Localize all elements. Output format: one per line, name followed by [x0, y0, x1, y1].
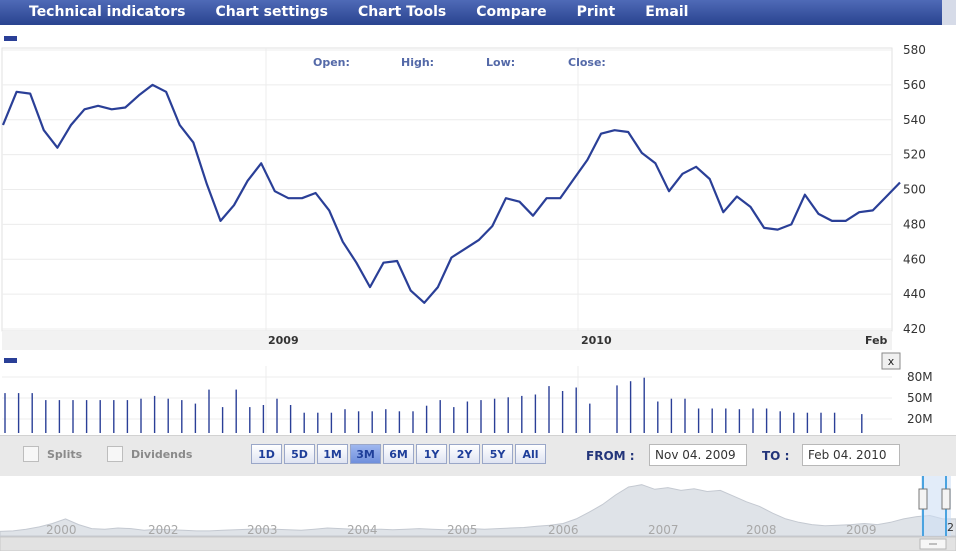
menu-chart-settings[interactable]: Chart settings: [215, 4, 329, 20]
price-x-axis-band: [2, 331, 892, 350]
range-button-all[interactable]: All: [515, 444, 546, 464]
menu-technical-indicators[interactable]: Technical indicators: [29, 4, 186, 20]
menu-bar-end: [942, 0, 956, 25]
range-button-1y[interactable]: 1Y: [416, 444, 447, 464]
price-y-tick: 500: [903, 183, 926, 197]
open-label: Open:: [313, 56, 350, 69]
navigator-panel: 2000 2002 2003 2004 2005 2006 2007 2008 2009 2: [0, 476, 956, 552]
price-y-tick: 440: [903, 287, 926, 301]
navigator-scrollbar[interactable]: [0, 536, 956, 552]
navigator-left-handle[interactable]: [918, 488, 928, 510]
volume-y-tick: 20M: [907, 412, 933, 426]
volume-panel-marker: [4, 358, 17, 363]
dividends-toggle[interactable]: Dividends: [107, 446, 192, 462]
volume-gridlines: [2, 366, 892, 433]
x-label-2010: 2010: [581, 334, 612, 347]
from-label: FROM :: [586, 449, 635, 463]
volume-bars: [4, 377, 863, 433]
navigator-year-label: 2003: [247, 523, 278, 537]
navigator-year-label: 2006: [548, 523, 579, 537]
price-y-tick: 520: [903, 148, 926, 162]
volume-close-label[interactable]: x: [888, 355, 895, 368]
price-y-tick: 580: [903, 43, 926, 57]
range-button-1d[interactable]: 1D: [251, 444, 282, 464]
splits-label: Splits: [47, 447, 83, 461]
menu-email[interactable]: Email: [645, 4, 689, 20]
price-y-tick: 420: [903, 322, 926, 336]
volume-y-axis: 80M 50M 20M: [907, 370, 933, 426]
navigator-year-labels: 2000 2002 2003 2004 2005 2006 2007 2008 2009: [46, 523, 877, 537]
close-label: Close:: [568, 56, 606, 69]
range-button-1m[interactable]: 1M: [317, 444, 348, 464]
navigator-area: [0, 484, 956, 537]
controls-bar: Splits Dividends 1D 5D 1M 3M 6M 1Y 2Y 5Y…: [0, 435, 956, 476]
splits-toggle[interactable]: Splits: [23, 446, 82, 462]
x-label-feb: Feb: [865, 334, 888, 347]
price-y-tick: 480: [903, 217, 926, 231]
price-volume-chart: 2009 2010 Feb Open: High: Low: Close: 58…: [1, 36, 933, 433]
price-panel-marker: [4, 36, 17, 41]
menu-print[interactable]: Print: [576, 4, 616, 20]
to-date-input[interactable]: Feb 04. 2010: [802, 444, 900, 466]
navigator-chart: 2000 2002 2003 2004 2005 2006 2007 2008 2009 2: [0, 476, 956, 552]
navigator-right-handle[interactable]: [941, 488, 951, 510]
to-label: TO :: [762, 449, 790, 463]
menu-compare[interactable]: Compare: [476, 4, 547, 20]
volume-close-button[interactable]: x: [881, 352, 901, 370]
low-label: Low:: [486, 56, 515, 69]
range-button-2y[interactable]: 2Y: [449, 444, 480, 464]
menu-chart-tools[interactable]: Chart Tools: [358, 4, 447, 20]
chart-area: 2009 2010 Feb Open: High: Low: Close: 58…: [0, 25, 956, 435]
dividends-checkbox[interactable]: [107, 446, 123, 462]
volume-y-tick: 50M: [907, 391, 933, 405]
ohlc-readout: Open: High: Low: Close:: [313, 56, 606, 69]
navigator-year-label: 2000: [46, 523, 77, 537]
navigator-year-label: 2004: [347, 523, 378, 537]
price-y-tick: 560: [903, 78, 926, 92]
menu-bar: Technical indicators Chart settings Char…: [0, 0, 956, 25]
range-button-5d[interactable]: 5D: [284, 444, 315, 464]
price-y-tick: 540: [903, 113, 926, 127]
high-label: High:: [401, 56, 434, 69]
dividends-label: Dividends: [131, 447, 193, 461]
x-label-2009: 2009: [268, 334, 299, 347]
price-series-line: [1, 83, 901, 304]
navigator-year-label: 2005: [447, 523, 478, 537]
navigator-year-label: 2009: [846, 523, 877, 537]
navigator-year-label: 2008: [746, 523, 777, 537]
price-y-axis: 580 560 540 520 500 480 460 440 420: [903, 43, 926, 336]
range-button-group: 1D 5D 1M 3M 6M 1Y 2Y 5Y All: [251, 444, 546, 464]
splits-checkbox[interactable]: [23, 446, 39, 462]
price-y-tick: 460: [903, 252, 926, 266]
navigator-year-label: 2007: [648, 523, 679, 537]
navigator-year-label: 2002: [148, 523, 179, 537]
price-gridlines: [2, 48, 892, 331]
price-x-axis: 2009 2010 Feb: [268, 334, 888, 347]
from-date-input[interactable]: Nov 04. 2009: [649, 444, 747, 466]
range-button-3m[interactable]: 3M: [350, 444, 381, 464]
volume-y-tick: 80M: [907, 370, 933, 384]
range-button-6m[interactable]: 6M: [383, 444, 414, 464]
range-button-5y[interactable]: 5Y: [482, 444, 513, 464]
navigator-edge-label: 2: [947, 521, 954, 534]
